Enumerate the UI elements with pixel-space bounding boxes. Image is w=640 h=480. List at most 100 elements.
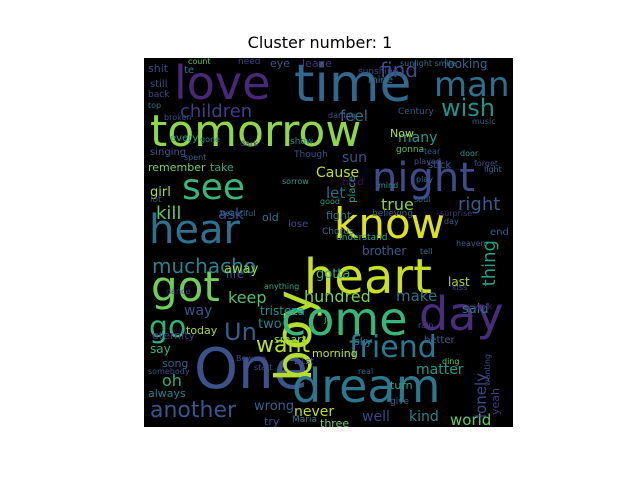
word-cloud-word: sun	[342, 150, 368, 166]
word-cloud-word: understand	[336, 233, 388, 243]
word-cloud-word: back	[148, 90, 170, 100]
word-cloud-word: song	[162, 357, 189, 370]
word-cloud-word: te	[184, 65, 195, 76]
word-cloud-word: eternity	[152, 329, 196, 342]
word-cloud-word: dance	[166, 287, 191, 296]
word-cloud-word: real	[358, 367, 374, 376]
word-cloud-word: Beware	[236, 354, 266, 363]
word-cloud-word: muchacho	[152, 254, 256, 278]
word-cloud-word: heart	[304, 249, 432, 305]
word-cloud-word: give	[390, 397, 410, 407]
word-cloud-word: today	[186, 324, 218, 337]
word-cloud-word: always	[148, 387, 186, 400]
word-cloud-word: surprise	[440, 209, 473, 218]
word-cloud-word: girl	[150, 185, 171, 200]
word-cloud-word: soul	[414, 195, 431, 204]
word-cloud-word: wish	[441, 94, 496, 122]
word-cloud-word: light	[484, 165, 502, 174]
word-cloud-word: yeah	[489, 388, 502, 415]
word-cloud-word: music	[472, 117, 496, 126]
word-cloud-word: hold	[342, 177, 364, 188]
word-cloud-word: heaven	[456, 239, 486, 248]
word-cloud-word: sorrow	[282, 177, 309, 186]
word-cloud-word: tomorrow	[150, 106, 362, 157]
word-cloud-word: somebody	[148, 367, 190, 376]
word-cloud-word: try	[264, 415, 280, 427]
word-cloud-word: see	[182, 167, 246, 208]
word-cloud-word: kill	[156, 203, 182, 224]
word-cloud-word: tell	[420, 247, 433, 256]
word-cloud-word: sunlight smile	[400, 59, 456, 68]
word-cloud-word: darling	[328, 111, 356, 120]
word-cloud-word: got	[151, 262, 220, 311]
word-cloud-word: Un	[224, 318, 257, 346]
word-cloud-word: day	[419, 287, 504, 341]
word-cloud-word: night	[372, 155, 475, 201]
word-cloud-word: sunshine	[358, 67, 399, 77]
word-cloud-word: gone	[200, 135, 220, 144]
word-cloud-word: broken	[164, 113, 192, 122]
word-cloud-word: show	[290, 137, 314, 147]
word-cloud-word: remember	[148, 161, 206, 174]
word-cloud-word: right	[458, 194, 501, 215]
word-cloud-word: take	[210, 161, 234, 174]
word-cloud-word: want	[256, 333, 311, 358]
word-cloud-word: man	[434, 65, 510, 105]
word-cloud-word: walk	[474, 302, 493, 311]
word-cloud-word: need	[238, 58, 261, 67]
word-cloud-word: gotta	[316, 267, 351, 282]
word-cloud-word: top	[148, 101, 162, 110]
word-cloud-word: time	[294, 58, 412, 114]
word-cloud-word: singing	[150, 147, 187, 158]
word-cloud-word: Though	[294, 150, 328, 160]
word-cloud-word: tristeza	[260, 304, 305, 318]
word-cloud-word: kiss	[452, 283, 468, 292]
word-cloud-word: good	[320, 197, 340, 206]
word-cloud-word: dark	[240, 139, 258, 148]
word-cloud-word: count	[188, 58, 211, 66]
word-cloud-word: children	[180, 101, 253, 122]
word-cloud-word: make	[396, 287, 438, 305]
word-cloud-word: Century	[398, 107, 434, 117]
word-cloud-word: find	[380, 58, 418, 82]
word-cloud-word: lose	[288, 219, 309, 230]
word-cloud-word: old	[262, 211, 279, 224]
word-cloud-word: wrong	[254, 399, 295, 414]
word-cloud-word: smart	[274, 333, 307, 346]
word-cloud-word: Chorus	[322, 227, 354, 237]
word-cloud-word: Maria	[292, 415, 317, 425]
word-cloud-word: hundred	[304, 287, 371, 306]
word-cloud-word: wanting	[483, 354, 492, 387]
word-cloud-word: let	[326, 184, 346, 202]
word-cloud-word: 21st	[294, 357, 314, 367]
word-cloud-word: say	[150, 342, 171, 356]
word-cloud-word: way	[184, 303, 213, 319]
word-cloud-word: two	[258, 317, 282, 332]
word-cloud-word: end	[490, 227, 509, 238]
word-cloud: tomorrow One heart time love boy know come dream…	[144, 58, 513, 427]
word-cloud-word: Now	[390, 127, 414, 140]
word-cloud-word: love	[174, 58, 271, 110]
word-cloud-word: shit	[148, 62, 169, 75]
word-cloud-word: oh	[162, 371, 182, 390]
word-cloud-word: leave	[302, 58, 332, 70]
word-cloud-word: beautiful	[220, 209, 256, 218]
word-cloud-word: many	[398, 130, 438, 146]
word-cloud-word: ask	[218, 205, 244, 223]
word-cloud-word: lot	[150, 195, 162, 205]
word-cloud-word: life	[226, 267, 245, 281]
word-cloud-word: well	[362, 409, 390, 425]
word-cloud-word: anything	[264, 282, 300, 291]
word-cloud-word: eye	[270, 58, 291, 70]
word-cloud-word: play	[416, 175, 433, 184]
word-cloud-word: stick	[428, 160, 452, 171]
word-cloud-word: turn	[390, 379, 413, 392]
word-cloud-word: day	[444, 217, 459, 226]
word-cloud-word: Cause	[316, 165, 360, 181]
word-cloud-word: fight	[326, 209, 352, 222]
word-cloud-word: matter	[416, 362, 464, 378]
word-cloud-word: brother	[362, 244, 407, 258]
word-cloud-word: rain	[418, 321, 434, 330]
word-cloud-word: sky	[354, 335, 373, 348]
word-cloud-word: One	[194, 337, 309, 402]
